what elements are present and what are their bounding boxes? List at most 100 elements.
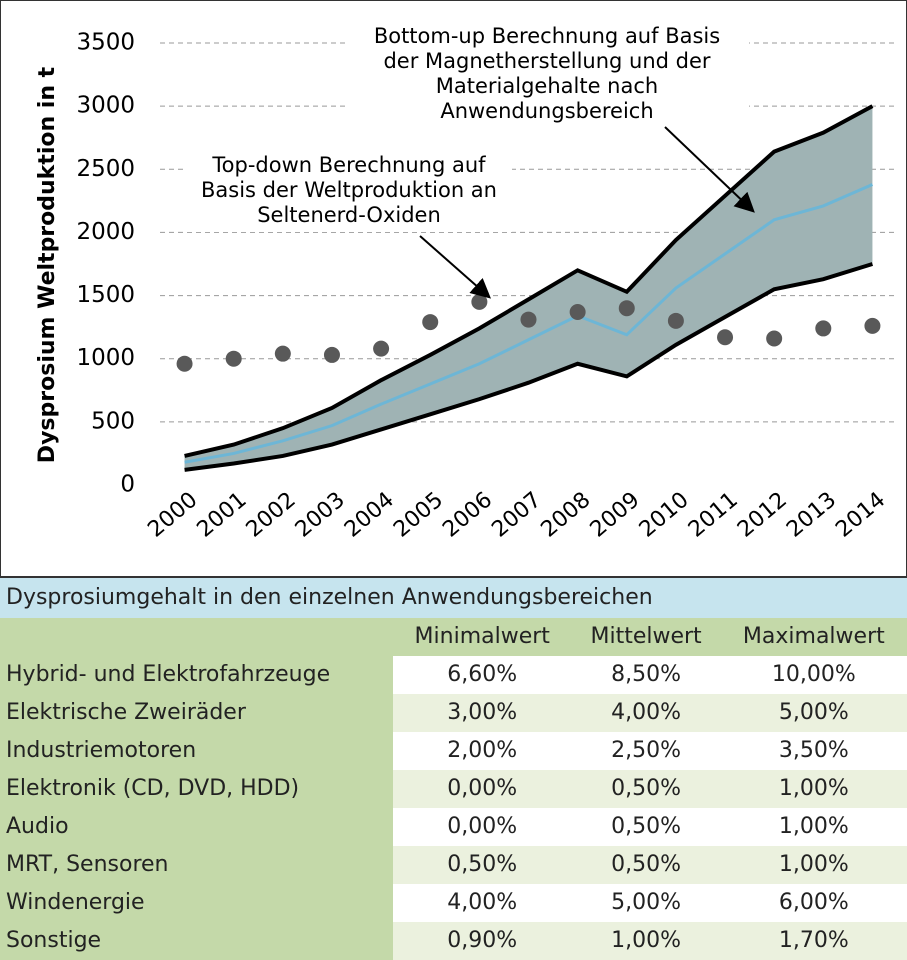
annotation-box: [345, 22, 749, 128]
data-point: [274, 345, 291, 362]
table-row: Sonstige 0,90% 1,00% 1,70%: [0, 921, 907, 960]
cell: 0,50%: [571, 845, 721, 884]
column-header: Minimalwert: [393, 617, 572, 656]
cell: 0,50%: [393, 845, 572, 884]
cell: 5,00%: [571, 883, 721, 922]
cell: 4,00%: [571, 693, 721, 732]
x-tick-label: 2002: [242, 487, 301, 542]
range-band: [184, 106, 873, 470]
y-tick-label: 2000: [76, 219, 135, 245]
annotation-arrow: [419, 235, 491, 299]
y-axis-title: Dysprosium Weltproduktion in t: [35, 66, 60, 463]
column-header: Maximalwert: [720, 617, 907, 656]
y-tick-label: 3500: [76, 30, 135, 56]
y-tick-label: 2500: [76, 156, 135, 182]
cell: 0,90%: [393, 921, 572, 960]
x-tick-label: 2009: [586, 487, 645, 542]
series-line: [184, 104, 874, 458]
cell: 1,00%: [720, 769, 907, 808]
x-tick-label: 2004: [340, 487, 399, 542]
data-point: [569, 303, 586, 320]
column-header: Mittelwert: [571, 617, 721, 656]
table-row: Audio 0,00% 0,50% 1,00%: [0, 807, 907, 846]
row-label: Elektrische Zweiräder: [0, 693, 393, 732]
cell: 6,60%: [393, 655, 572, 694]
x-tick-label: 2014: [831, 487, 890, 542]
cell: 2,00%: [393, 731, 572, 770]
annotation-text: Anwendungsbereich: [440, 99, 653, 123]
chart: 0500100015002000250030003500200020012002…: [0, 0, 907, 577]
row-label: Sonstige: [0, 921, 393, 960]
data-point: [422, 314, 439, 331]
cell: 1,70%: [720, 921, 907, 960]
x-tick-label: 2011: [684, 487, 743, 542]
x-tick-label: 2008: [537, 487, 596, 542]
annotation-text: Seltenerd-Oxiden: [257, 203, 441, 227]
data-point: [864, 317, 881, 334]
cell: 6,00%: [720, 883, 907, 922]
data-point: [815, 320, 832, 337]
table-row: MRT, Sensoren 0,50% 0,50% 1,00%: [0, 845, 907, 884]
row-label: Industriemotoren: [0, 731, 393, 770]
y-tick-label: 1500: [76, 282, 135, 308]
cell: 0,00%: [393, 769, 572, 808]
data-point: [225, 350, 242, 367]
data-point: [471, 293, 488, 310]
y-tick-label: 500: [91, 408, 135, 434]
annotation-arrow: [664, 126, 755, 213]
data-point: [766, 330, 783, 347]
cell: 0,50%: [571, 807, 721, 846]
cell: 1,00%: [720, 807, 907, 846]
x-tick-label: 2006: [438, 487, 497, 542]
table: Dysprosiumgehalt in den einzelnen Anwend…: [0, 577, 907, 960]
cell: 1,00%: [571, 921, 721, 960]
y-tick-label: 1000: [76, 345, 135, 371]
x-tick-label: 2001: [193, 487, 252, 542]
y-tick-label: 0: [120, 472, 135, 498]
annotation-text: Materialgehalte nach: [436, 74, 658, 98]
table-title: Dysprosiumgehalt in den einzelnen Anwend…: [0, 577, 907, 618]
cell: 10,00%: [720, 655, 907, 694]
cell: 0,50%: [571, 769, 721, 808]
table-row: Elektronik (CD, DVD, HDD) 0,00% 0,50% 1,00%: [0, 769, 907, 808]
x-tick-label: 2012: [733, 487, 792, 542]
cell: 3,00%: [393, 693, 572, 732]
annotation-text: Basis der Weltproduktion an: [201, 178, 497, 202]
table-row: Hybrid- und Elektrofahrzeuge 6,60% 8,50% 10…: [0, 655, 907, 694]
row-label: Hybrid- und Elektrofahrzeuge: [0, 655, 393, 694]
table-row: Elektrische Zweiräder 3,00% 4,00% 5,00%: [0, 693, 907, 732]
annotation-text: Top-down Berechnung auf: [211, 153, 486, 177]
cell: 8,50%: [571, 655, 721, 694]
data-point: [176, 355, 193, 372]
data-point: [373, 340, 390, 357]
cell: 0,00%: [393, 807, 572, 846]
data-point: [717, 329, 734, 346]
table-row: Windenergie 4,00% 5,00% 6,00%: [0, 883, 907, 922]
data-point: [667, 312, 684, 329]
cell: 4,00%: [393, 883, 572, 922]
cell: 5,00%: [720, 693, 907, 732]
x-tick-label: 2013: [782, 487, 841, 542]
y-tick-label: 3000: [76, 93, 135, 119]
header-blank: [0, 617, 393, 656]
row-label: Windenergie: [0, 883, 393, 922]
x-tick-label: 2003: [291, 487, 350, 542]
annotation-box: [186, 148, 512, 232]
series-line: [184, 262, 874, 472]
annotation-text: Bottom-up Berechnung auf Basis: [374, 24, 720, 48]
x-tick-label: 2007: [487, 487, 546, 542]
data-point: [323, 346, 340, 363]
row-label: MRT, Sensoren: [0, 845, 393, 884]
series-line: [184, 183, 874, 464]
annotation-text: der Magnetherstellung und der: [383, 49, 710, 73]
cell: 1,00%: [720, 845, 907, 884]
row-label: Elektronik (CD, DVD, HDD): [0, 769, 393, 808]
x-tick-label: 2010: [635, 487, 694, 542]
data-point: [520, 311, 537, 328]
cell: 2,50%: [571, 731, 721, 770]
x-tick-label: 2000: [143, 487, 202, 542]
table-row: Industriemotoren 2,00% 2,50% 3,50%: [0, 731, 907, 770]
data-point: [618, 300, 635, 317]
x-tick-label: 2005: [389, 487, 448, 542]
